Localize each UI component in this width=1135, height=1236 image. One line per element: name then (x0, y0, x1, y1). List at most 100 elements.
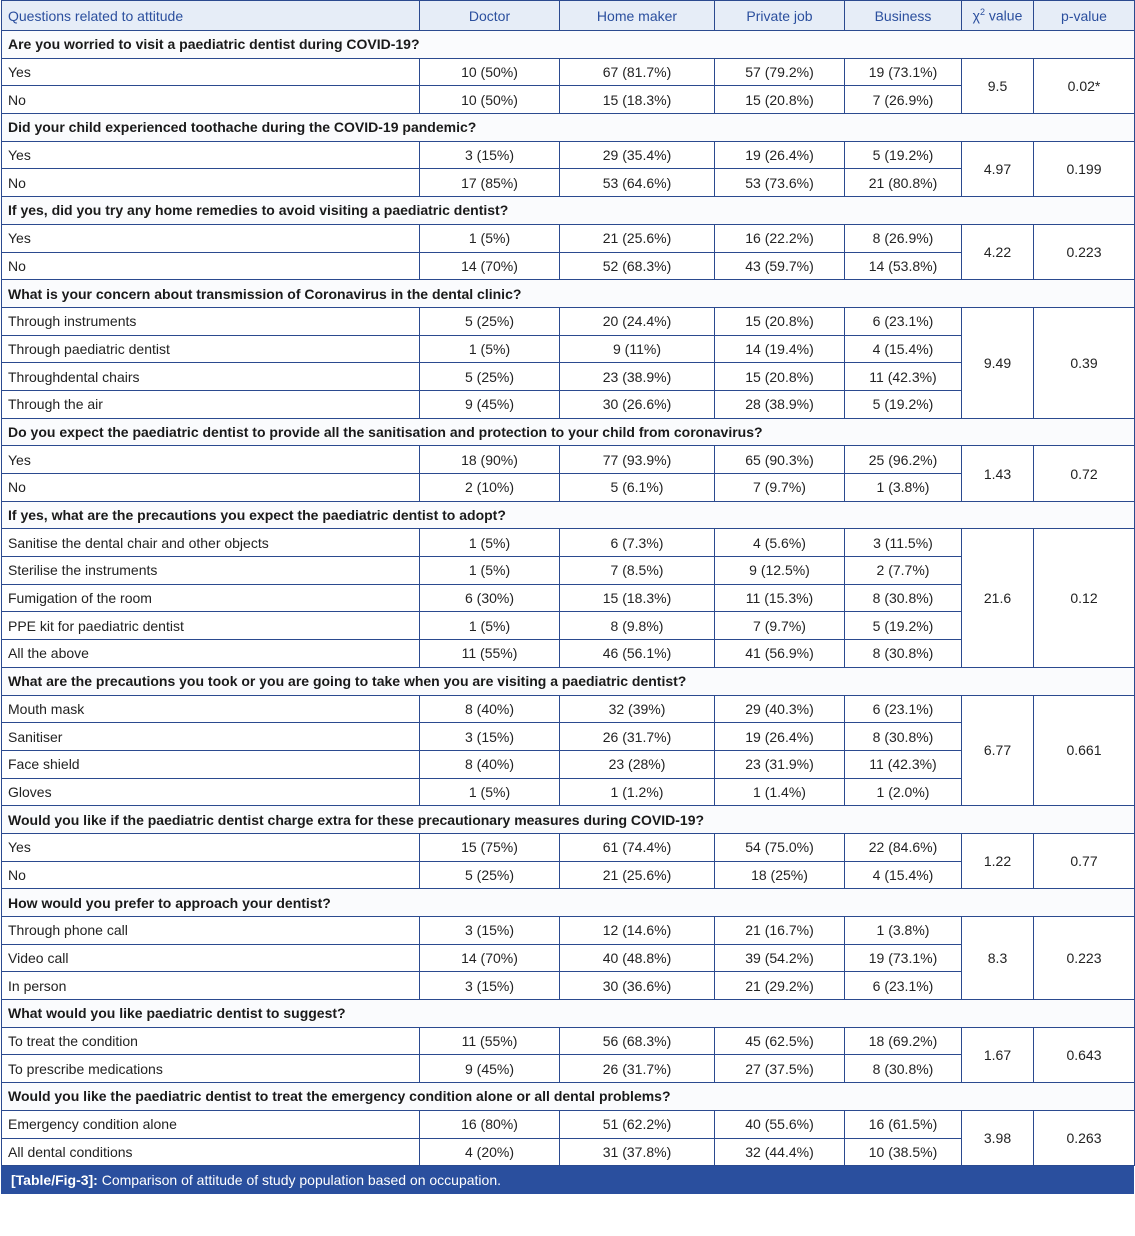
question-text: If yes, did you try any home remedies to… (1, 196, 1135, 225)
cell-doctor: 8 (40%) (419, 694, 560, 724)
cell-private-job: 29 (40.3%) (714, 694, 845, 724)
question-text: Are you worried to visit a paediatric de… (1, 30, 1135, 59)
chi-square-value: 3.98 (961, 1109, 1034, 1167)
cell-business: 7 (26.9%) (844, 85, 962, 115)
question-text: What are the precautions you took or you… (1, 666, 1135, 696)
chi-label: value (985, 7, 1023, 24)
response-label: Through phone call (1, 916, 420, 945)
response-label: All the above (1, 639, 420, 668)
cell-home-maker: 1 (1.2%) (559, 777, 715, 807)
table-row: No 10 (50%) 15 (18.3%) 15 (20.8%) 7 (26.9%) (1, 85, 1135, 115)
cell-private-job: 45 (62.5%) (714, 1026, 845, 1056)
response-label: All dental conditions (1, 1137, 420, 1167)
cell-business: 3 (11.5%) (844, 528, 962, 558)
cell-home-maker: 20 (24.4%) (559, 306, 715, 336)
cell-private-job: 39 (54.2%) (714, 943, 845, 973)
header-questions: Questions related to attitude (1, 0, 420, 31)
cell-doctor: 1 (5%) (419, 334, 560, 364)
cell-private-job: 11 (15.3%) (714, 583, 845, 613)
question-text: Would you like if the paediatric dentist… (1, 805, 1135, 834)
cell-business: 8 (30.8%) (844, 1054, 962, 1084)
table-row: All dental conditions 4 (20%) 31 (37.8%) 32… (1, 1137, 1135, 1167)
question-text: What is your concern about transmission … (1, 279, 1135, 308)
cell-business: 11 (42.3%) (844, 749, 962, 779)
response-label: Emergency condition alone (1, 1109, 420, 1139)
cell-business: 25 (96.2%) (844, 445, 962, 474)
p-value: 0.223 (1033, 915, 1135, 1001)
cell-private-job: 15 (20.8%) (714, 85, 845, 115)
response-label: Video call (1, 943, 420, 973)
table-row: Sanitise the dental chair and other obje… (1, 528, 1135, 668)
cell-private-job: 65 (90.3%) (714, 445, 845, 474)
cell-doctor: 3 (15%) (419, 140, 560, 170)
cell-home-maker: 53 (64.6%) (559, 168, 715, 198)
cell-home-maker: 40 (48.8%) (559, 943, 715, 973)
cell-business: 21 (80.8%) (844, 168, 962, 198)
cell-business: 1 (3.8%) (844, 473, 962, 502)
question-row: What is your concern about transmission … (1, 279, 1135, 308)
cell-doctor: 1 (5%) (419, 223, 560, 253)
cell-doctor: 6 (30%) (419, 583, 560, 613)
cell-business: 11 (42.3%) (844, 362, 962, 391)
p-value: 0.77 (1033, 832, 1135, 890)
header-chi-square: χ2 value (961, 0, 1034, 31)
cell-private-job: 27 (37.5%) (714, 1054, 845, 1084)
table-row: Through the air 9 (45%) 30 (26.6%) 28 (38.9… (1, 389, 1135, 419)
p-value: 0.12 (1033, 528, 1135, 668)
response-label: Yes (1, 223, 420, 253)
response-label: Sterilise the instruments (1, 556, 420, 585)
response-label: Yes (1, 140, 420, 170)
cell-doctor: 15 (75%) (419, 832, 560, 862)
cell-private-job: 23 (31.9%) (714, 749, 845, 779)
question-text: Do you expect the paediatric dentist to … (1, 417, 1135, 447)
cell-private-job: 18 (25%) (714, 860, 845, 890)
table-row: Mouth mask 8 (40%) 32 (39%) 29 (40.3%) 6 (23… (1, 694, 1135, 807)
caption-tag: [Table/Fig-3]: (11, 1172, 98, 1189)
chi-superscript: 2 (979, 7, 985, 18)
cell-doctor: 3 (15%) (419, 916, 560, 945)
cell-business: 8 (30.8%) (844, 583, 962, 613)
header-doctor: Doctor (419, 0, 560, 31)
response-label: To prescribe medications (1, 1054, 420, 1084)
cell-home-maker: 15 (18.3%) (559, 85, 715, 115)
question-text: Would you like the paediatric dentist to… (1, 1082, 1135, 1111)
cell-doctor: 14 (70%) (419, 251, 560, 281)
table-row: Sterilise the instruments 1 (5%) 7 (8.5%) 9… (1, 556, 1135, 585)
cell-doctor: 17 (85%) (419, 168, 560, 198)
response-label: Through instruments (1, 306, 420, 336)
cell-business: 10 (38.5%) (844, 1137, 962, 1167)
chi-square-value: 4.22 (961, 223, 1034, 281)
cell-business: 14 (53.8%) (844, 251, 962, 281)
table-row: Through instruments 5 (25%) 20 (24.4%) 15 (… (1, 306, 1135, 419)
cell-home-maker: 6 (7.3%) (559, 528, 715, 558)
cell-doctor: 1 (5%) (419, 528, 560, 558)
cell-private-job: 43 (59.7%) (714, 251, 845, 281)
header-private-job: Private job (714, 0, 845, 31)
table-caption: [Table/Fig-3]: Comparison of attitude of… (1, 1166, 1134, 1195)
cell-private-job: 41 (56.9%) (714, 639, 845, 668)
cell-private-job: 19 (26.4%) (714, 140, 845, 170)
cell-business: 18 (69.2%) (844, 1026, 962, 1056)
table-row: Yes 3 (15%) 29 (35.4%) 19 (26.4%) 5 (19.2%) 4… (1, 140, 1135, 198)
chi-square-value: 1.43 (961, 445, 1034, 502)
cell-doctor: 11 (55%) (419, 1026, 560, 1056)
p-value: 0.263 (1033, 1109, 1135, 1167)
cell-home-maker: 23 (38.9%) (559, 362, 715, 391)
cell-business: 4 (15.4%) (844, 860, 962, 890)
cell-business: 6 (23.1%) (844, 971, 962, 1001)
response-label: Yes (1, 832, 420, 862)
p-value: 0.223 (1033, 223, 1135, 281)
header-p-value: p-value (1033, 0, 1135, 31)
cell-home-maker: 51 (62.2%) (559, 1109, 715, 1139)
cell-private-job: 21 (16.7%) (714, 916, 845, 945)
cell-private-job: 32 (44.4%) (714, 1137, 845, 1167)
question-text: What would you like paediatric dentist t… (1, 999, 1135, 1028)
cell-private-job: 19 (26.4%) (714, 722, 845, 751)
chi-square-value: 8.3 (961, 915, 1034, 1001)
response-label: Sanitise the dental chair and other obje… (1, 528, 420, 558)
cell-business: 1 (2.0%) (844, 777, 962, 807)
cell-business: 5 (19.2%) (844, 389, 962, 419)
cell-doctor: 10 (50%) (419, 85, 560, 115)
table-row: Yes 1 (5%) 21 (25.6%) 16 (22.2%) 8 (26.9%) 4.… (1, 223, 1135, 281)
cell-doctor: 5 (25%) (419, 306, 560, 336)
